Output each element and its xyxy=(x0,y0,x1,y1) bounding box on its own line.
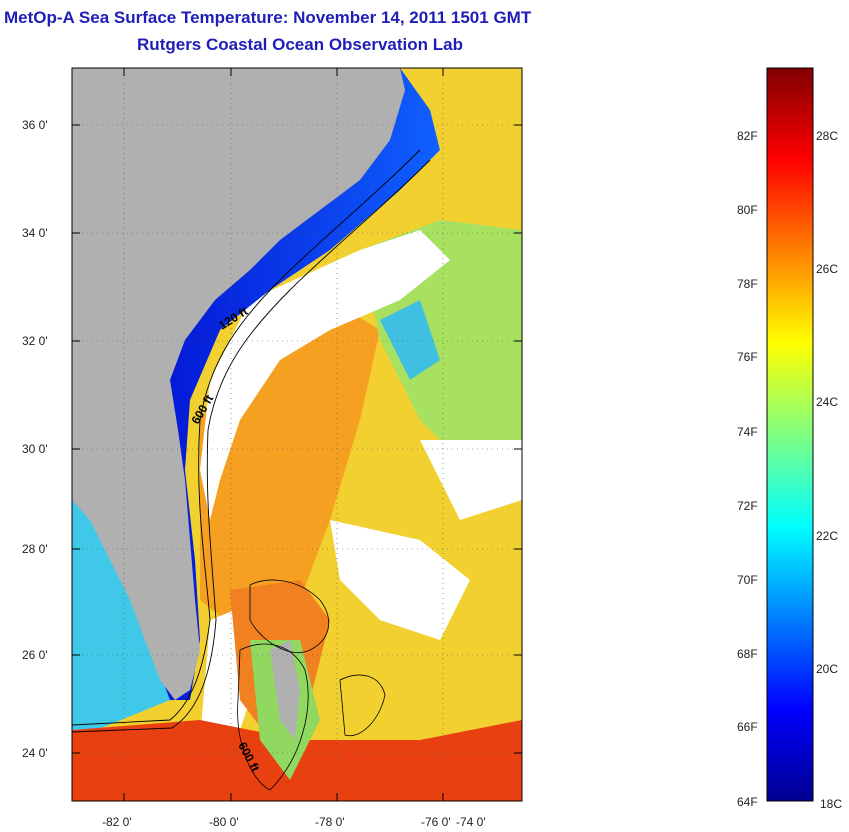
lat-label-24: 24 0' xyxy=(22,746,48,760)
cbar-label-20c: 20C xyxy=(816,662,839,676)
map-subtitle: Rutgers Coastal Ocean Observation Lab xyxy=(137,35,463,54)
land-mass xyxy=(72,68,405,700)
lon-label-82: -82 0' xyxy=(102,815,132,829)
cloud-cover xyxy=(200,230,450,520)
map-frame xyxy=(71,67,523,802)
lat-label-26: 26 0' xyxy=(22,648,48,662)
lat-label-34: 34 0' xyxy=(22,226,48,240)
contour-600ft xyxy=(72,159,431,733)
cbar-label-80f: 80F xyxy=(737,203,758,217)
cbar-label-72f: 72F xyxy=(737,499,758,513)
cbar-label-70f: 70F xyxy=(737,573,758,587)
cbar-label-74f: 74F xyxy=(737,425,758,439)
cbar-label-18c: 18C xyxy=(820,797,843,811)
lat-label-32: 32 0' xyxy=(22,334,48,348)
gulf-water xyxy=(72,480,170,740)
cloud-cover-2 xyxy=(420,440,522,520)
lat-label-36: 36 0' xyxy=(22,118,48,132)
colorbar xyxy=(766,67,814,802)
cbar-label-24c: 24C xyxy=(816,395,839,409)
cbar-label-68f: 68F xyxy=(737,647,758,661)
cbar-label-82f: 82F xyxy=(737,129,758,143)
cbar-label-64f: 64F xyxy=(737,795,758,809)
bank-contour xyxy=(339,674,386,737)
contour-120ft xyxy=(72,149,421,726)
axis-ticks xyxy=(72,68,522,801)
andros-island xyxy=(270,640,300,740)
cbar-label-26c: 26C xyxy=(816,262,839,276)
bahamas-contour-north xyxy=(249,579,329,653)
cool-eddy xyxy=(380,300,440,380)
lat-label-30: 30 0' xyxy=(22,442,48,456)
bahamas-contour-south xyxy=(237,643,309,791)
grid-lines xyxy=(72,68,522,801)
cbar-label-76f: 76F xyxy=(737,350,758,364)
lon-label-76: -76 0' xyxy=(421,815,451,829)
map-title: MetOp-A Sea Surface Temperature: Novembe… xyxy=(4,8,532,27)
cloud-cover-3 xyxy=(330,520,470,640)
cbar-label-78f: 78F xyxy=(737,277,758,291)
cbar-label-66f: 66F xyxy=(737,720,758,734)
cbar-label-28c: 28C xyxy=(816,129,839,143)
lat-label-28: 28 0' xyxy=(22,542,48,556)
lon-label-80: -80 0' xyxy=(209,815,239,829)
cbar-label-22c: 22C xyxy=(816,529,839,543)
lon-label-78: -78 0' xyxy=(315,815,345,829)
lon-label-74: -74 0' xyxy=(456,815,486,829)
